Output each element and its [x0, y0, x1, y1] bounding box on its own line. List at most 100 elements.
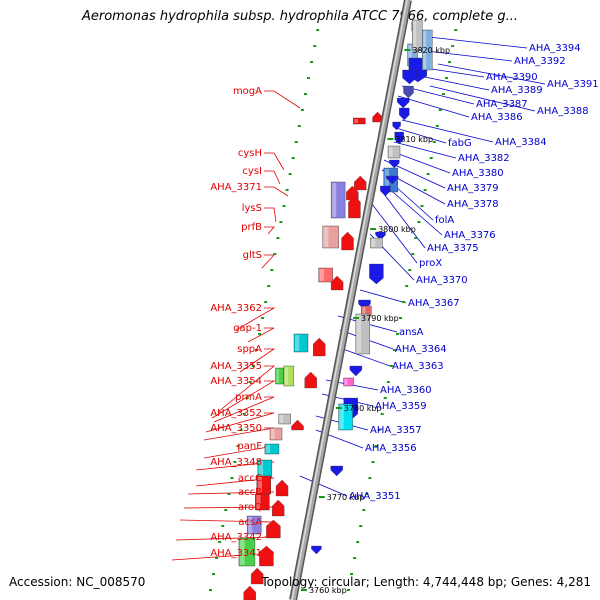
reverse-gene-box [412, 19, 423, 51]
tick-marks [208, 29, 458, 591]
forward-gene-arrow [330, 275, 344, 291]
reverse-gene-label: AHA_3390 [486, 72, 538, 83]
backbone-highlight [291, 0, 408, 600]
reverse-gene-label: AHA_3378 [447, 199, 499, 210]
reverse-gene-arrow [389, 159, 400, 169]
feature-shade [239, 539, 245, 565]
forward-gene-label: AHA_3341 [210, 548, 262, 559]
kbp-label: 3800 kbp [378, 225, 416, 234]
forward-leader-line [213, 396, 275, 423]
reverse-leader-line [299, 475, 348, 497]
reverse-gene-arrow [349, 365, 363, 377]
forward-gene-box [255, 493, 270, 511]
forward-leader-line [235, 307, 276, 331]
reverse-gene-box [338, 403, 353, 431]
reverse-gene-box [343, 377, 354, 387]
kbp-label: 3820 kbp [412, 46, 450, 55]
feature-shade [339, 405, 344, 429]
reverse-gene-arrow [386, 175, 399, 185]
reverse-gene-label: AHA_3375 [427, 243, 479, 254]
forward-gene-arrow [275, 479, 289, 497]
feature-shade [408, 45, 412, 65]
reverse-leader-line [393, 141, 457, 159]
feature-shade [284, 367, 288, 385]
kbp-label: 3780 kbp [344, 404, 382, 413]
feature-shade [423, 31, 427, 69]
reverse-gene-label: AHA_3388 [537, 106, 589, 117]
feature-shade [256, 495, 261, 509]
feature-shade [388, 147, 393, 157]
reverse-leader-line [395, 127, 447, 144]
forward-gene-label: AHA_3348 [210, 457, 262, 468]
forward-leader-line [264, 170, 281, 185]
reverse-leader-line [397, 95, 470, 118]
forward-gene-label: accB [238, 487, 262, 498]
forward-gene-box [264, 443, 280, 455]
forward-gene-label: prmA [235, 392, 262, 403]
forward-gene-label: gap-1 [233, 323, 262, 334]
feature-shade [323, 227, 329, 247]
forward-gene-arrow [354, 175, 367, 191]
feature-shade [257, 477, 263, 493]
feature-shade [413, 21, 417, 49]
feature-shade [319, 269, 324, 281]
feature-shade [384, 169, 389, 191]
feature-shade [248, 517, 253, 533]
forward-gene-box [318, 267, 333, 283]
forward-leader-line [264, 226, 275, 235]
forward-leader-line [239, 348, 276, 373]
feature-shade [354, 119, 358, 123]
feature-shade [265, 445, 271, 453]
reverse-gene-box [370, 237, 383, 249]
reverse-gene-arrow [311, 545, 322, 555]
forward-gene-label: cysH [238, 148, 262, 159]
reverse-leader-line [359, 289, 407, 304]
forward-leader-line [247, 327, 275, 343]
forward-gene-labels: mogA cysH cysI AHA_3371 lysS prfB gltS AHA_3362… [210, 86, 262, 559]
forward-gene-label: cysI [242, 166, 262, 177]
forward-gene-label: AHA_3371 [210, 182, 262, 193]
reverse-gene-label: AHA_3359 [375, 401, 427, 412]
forward-gene-arrow [348, 195, 361, 219]
kbp-label: 3810 kbp [395, 135, 433, 144]
kbp-label: 3760 kbp [309, 586, 347, 595]
feature-shade [344, 379, 348, 385]
forward-leader-line [264, 207, 277, 223]
forward-gene-label: mogA [233, 86, 262, 97]
reverse-gene-arrow [369, 263, 384, 285]
feature-shade [276, 369, 279, 383]
feature-shade [279, 415, 284, 423]
reverse-gene-label: AHA_3363 [392, 361, 444, 372]
reverse-gene-label: AHA_3394 [529, 43, 581, 54]
forward-gene-box [278, 413, 291, 425]
reverse-gene-label: AHA_3357 [370, 425, 422, 436]
reverse-gene-label: AHA_3364 [395, 344, 447, 355]
forward-gene-label: AHA_3354 [210, 376, 262, 387]
reverse-gene-arrow [330, 465, 343, 477]
kbp-label: 3770 kbp [327, 493, 365, 502]
forward-gene-arrow [291, 419, 304, 431]
forward-gene-box [330, 181, 346, 219]
feature-shade [332, 183, 337, 217]
forward-gene-label: sppA [237, 344, 262, 355]
forward-gene-box [283, 365, 295, 387]
reverse-leader-line [383, 193, 426, 249]
reverse-gene-label: AHA_3389 [491, 85, 543, 96]
reverse-gene-label: AHA_3391 [547, 79, 599, 90]
reverse-leader-line [385, 185, 443, 236]
reverse-gene-arrow [375, 231, 386, 241]
feature-shade [362, 307, 366, 315]
reverse-gene-arrow [402, 69, 417, 85]
forward-leader-line [264, 186, 289, 197]
backbone-line [290, 0, 411, 600]
reverse-leader-line [401, 85, 475, 105]
reverse-gene-labels: AHA_3394 AHA_3392 AHA_3391 AHA_3390 AHA_3389… [349, 43, 599, 502]
reverse-gene-arrow [403, 85, 414, 99]
reverse-gene-arrow [392, 121, 401, 131]
reverse-leader-line [437, 63, 546, 85]
feature-shade [294, 335, 300, 351]
gene-features [238, 19, 433, 600]
topology-text: Topology: circular; Length: 4,744,448 bp… [261, 575, 591, 589]
reverse-gene-arrow [399, 107, 410, 121]
